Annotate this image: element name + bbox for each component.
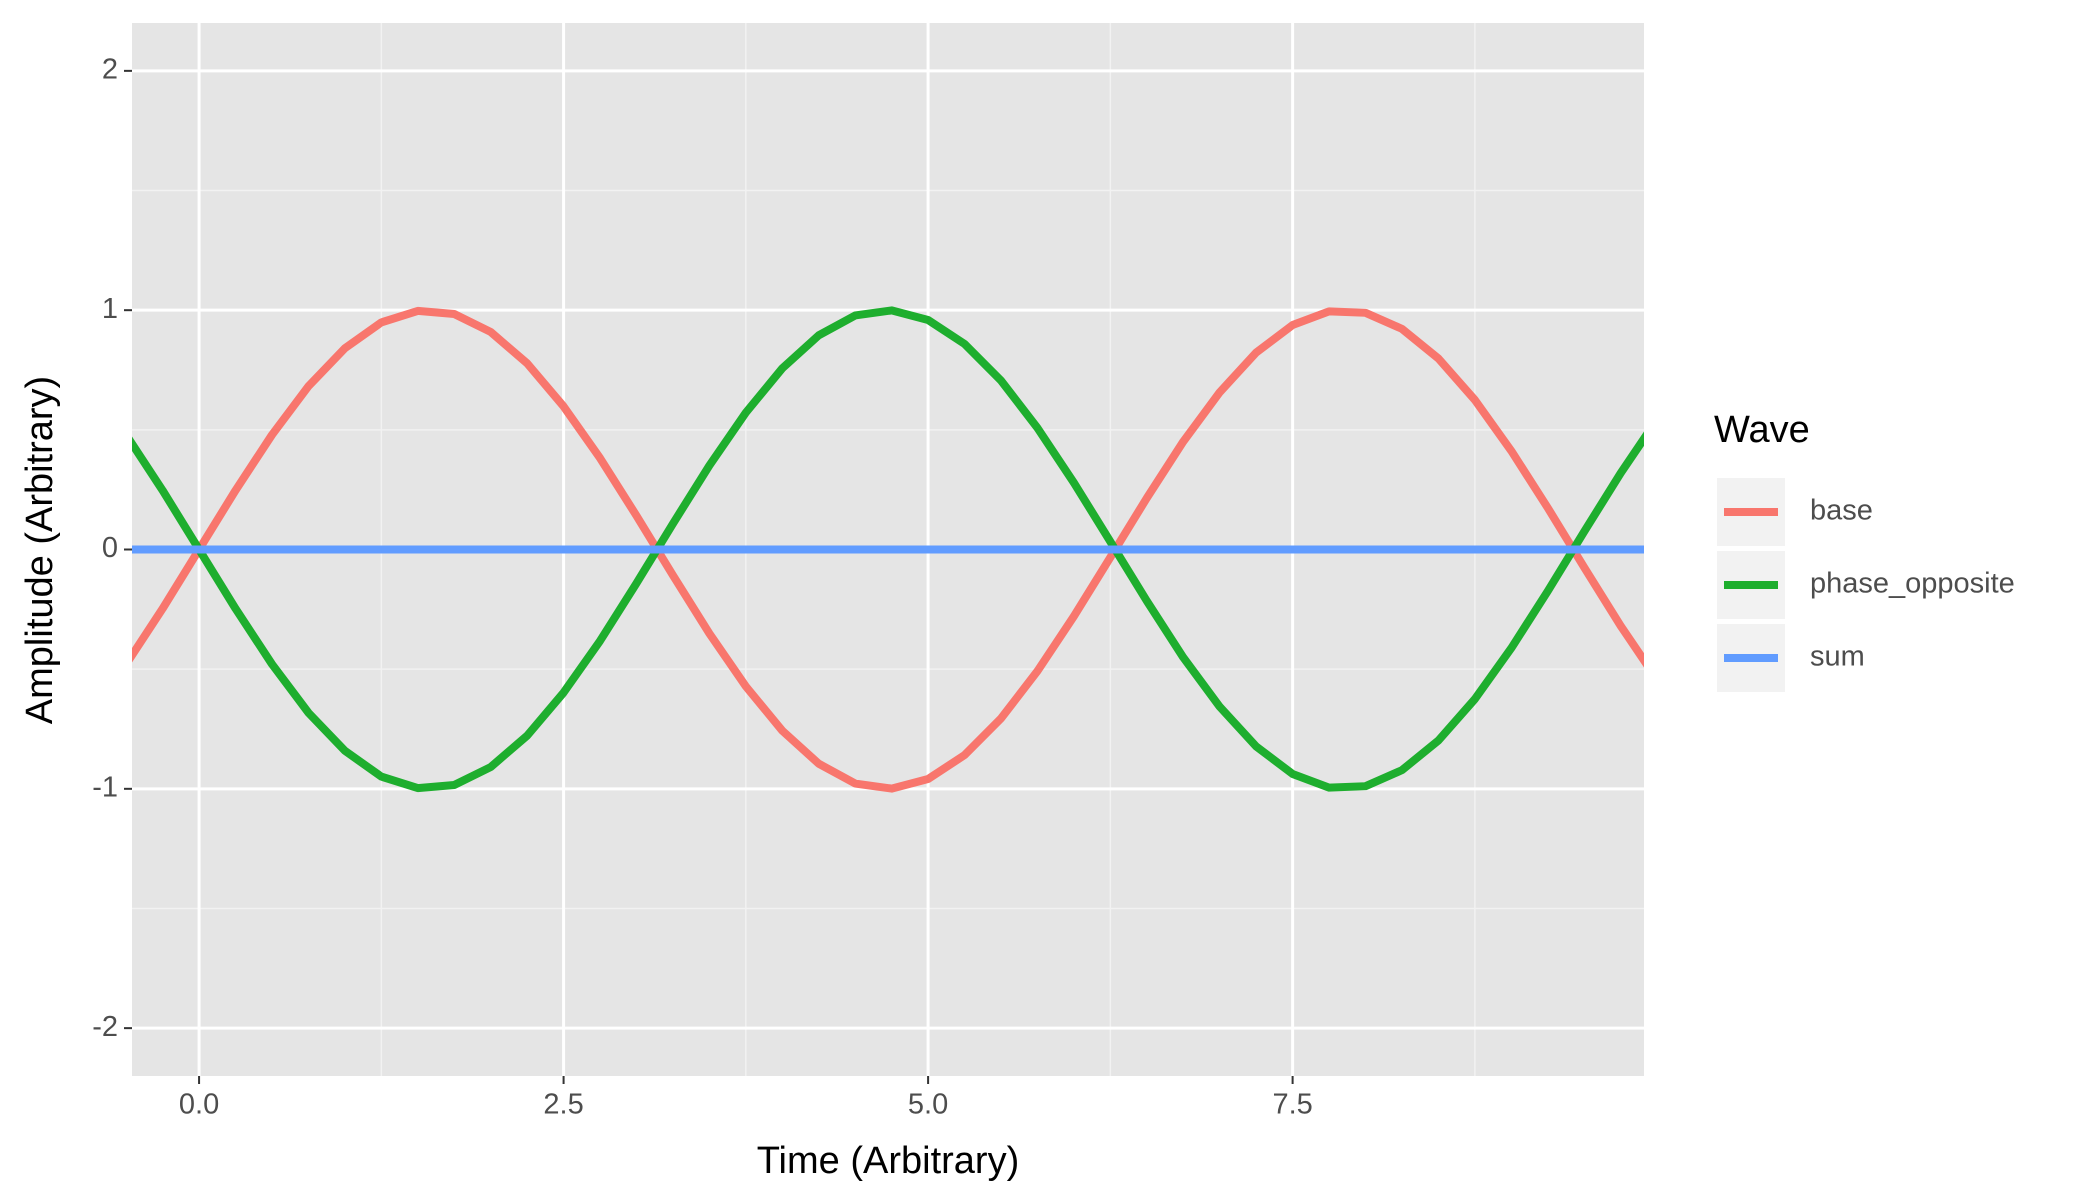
x-tick-label: 0.0 <box>179 1089 219 1121</box>
y-tick-label: 0 <box>102 532 118 564</box>
legend-label: base <box>1810 495 1873 527</box>
y-tick-label: -2 <box>92 1011 118 1043</box>
legend-title: Wave <box>1714 409 1810 451</box>
series-line <box>132 306 1644 793</box>
x-axis-title: Time (Arbitrary) <box>757 1140 1019 1182</box>
y-tick-label: 2 <box>102 54 118 86</box>
y-tick-label: 1 <box>102 293 118 325</box>
legend-label: sum <box>1810 641 1865 673</box>
plot-lines <box>132 306 1644 793</box>
x-tick-label: 2.5 <box>543 1089 583 1121</box>
y-axis-title: Amplitude (Arbitrary) <box>19 376 61 724</box>
x-tick-label: 7.5 <box>1272 1089 1312 1121</box>
x-tick-label: 5.0 <box>908 1089 948 1121</box>
series-line <box>132 306 1644 793</box>
legend-label: phase_opposite <box>1810 568 2015 600</box>
y-tick-label: -1 <box>92 771 118 803</box>
